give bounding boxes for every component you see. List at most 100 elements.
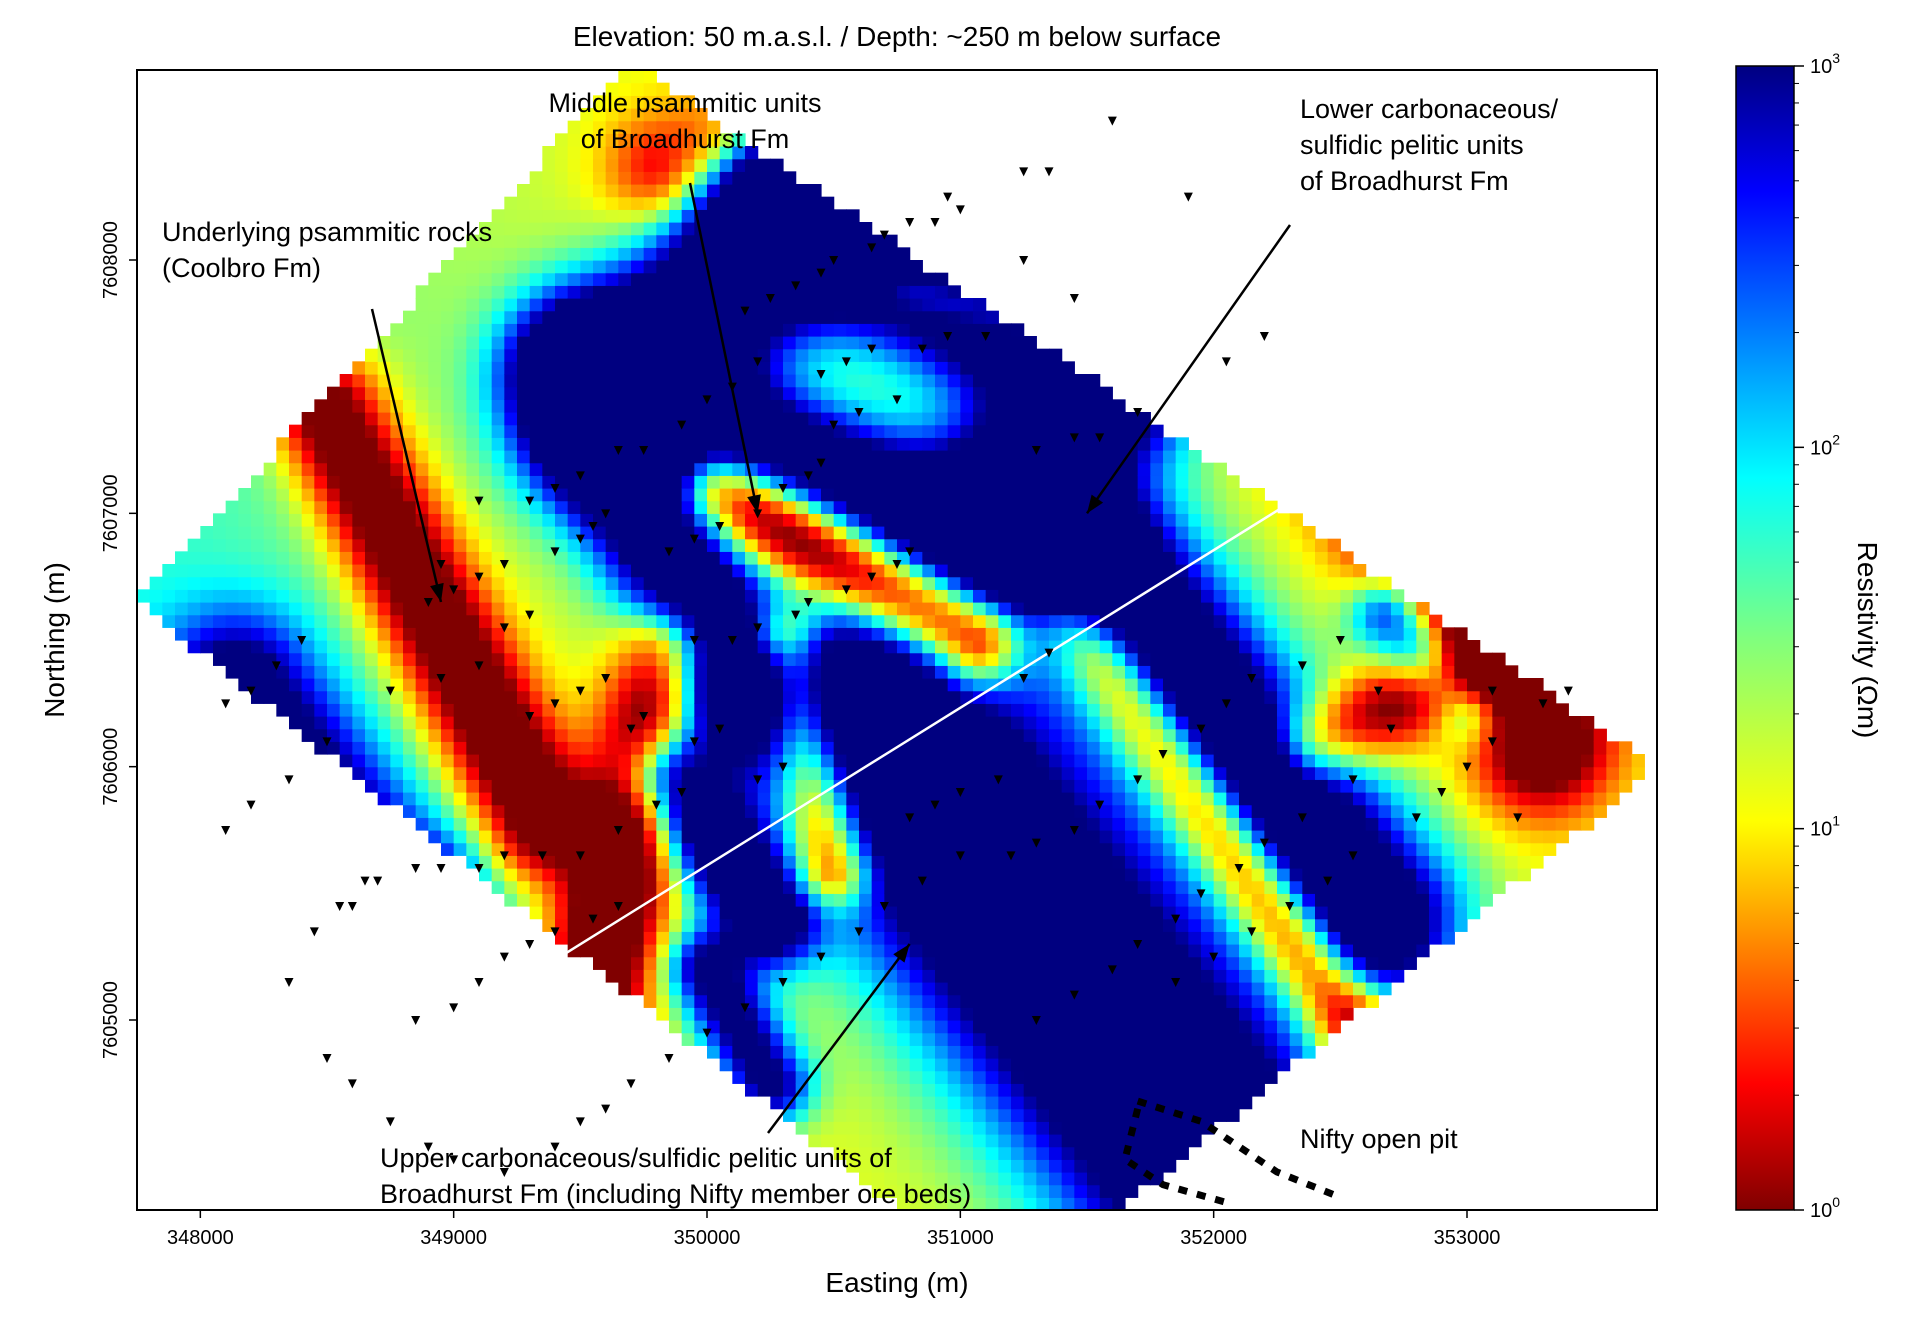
heatmap-cell [517, 754, 531, 768]
heatmap-cell [567, 133, 581, 147]
heatmap-cell [960, 1172, 974, 1186]
heatmap-cell [1239, 893, 1253, 907]
heatmap-cell [1188, 614, 1202, 628]
heatmap-cell [897, 260, 911, 274]
heatmap-cell [732, 1007, 746, 1021]
heatmap-cell [1036, 804, 1050, 818]
heatmap-cell [1150, 1083, 1164, 1097]
heatmap-cell [1087, 462, 1101, 476]
heatmap-cell [884, 716, 898, 730]
heatmap-cell [314, 589, 328, 603]
heatmap-cell [453, 336, 467, 350]
heatmap-cell [567, 374, 581, 388]
heatmap-cell [1264, 716, 1278, 730]
heatmap-cell [1087, 602, 1101, 616]
heatmap-cell [1163, 817, 1177, 831]
heatmap-cell [580, 348, 594, 362]
heatmap-cell [833, 1045, 847, 1059]
heatmap-cell [441, 298, 455, 312]
heatmap-cell [795, 412, 809, 426]
heatmap-cell [225, 500, 239, 514]
heatmap-cell [593, 779, 607, 793]
heatmap-cell [757, 931, 771, 945]
heatmap-cell [998, 348, 1012, 362]
heatmap-cell [1175, 665, 1189, 679]
heatmap-cell [466, 437, 480, 451]
heatmap-cell [441, 526, 455, 540]
heatmap-cell [1163, 716, 1177, 730]
heatmap-cell [732, 741, 746, 755]
heatmap-cell [1036, 1020, 1050, 1034]
heatmap-cell [365, 361, 379, 375]
heatmap-cell [631, 576, 645, 590]
heatmap-cell [1125, 1096, 1139, 1110]
heatmap-cell [897, 1070, 911, 1084]
heatmap-cell [998, 1172, 1012, 1186]
heatmap-cell [770, 399, 784, 413]
heatmap-cell [504, 450, 518, 464]
heatmap-cell [871, 906, 885, 920]
heatmap-cell [973, 931, 987, 945]
heatmap-cell [745, 234, 759, 248]
heatmap-cell [871, 1083, 885, 1097]
heatmap-cell [1036, 614, 1050, 628]
heatmap-cell [719, 576, 733, 590]
heatmap-cell [998, 893, 1012, 907]
heatmap-cell [757, 361, 771, 375]
heatmap-cell [783, 399, 797, 413]
heatmap-cell [415, 361, 429, 375]
heatmap-cell [884, 234, 898, 248]
heatmap-cell [365, 526, 379, 540]
heatmap-cell [365, 602, 379, 616]
heatmap-cell [1125, 741, 1139, 755]
heatmap-cell [1099, 513, 1113, 527]
heatmap-cell [694, 994, 708, 1008]
heatmap-cell [681, 792, 695, 806]
heatmap-cell [1036, 1108, 1050, 1122]
heatmap-cell [1150, 994, 1164, 1008]
heatmap-cell [1175, 703, 1189, 717]
heatmap-cell [504, 665, 518, 679]
heatmap-cell [251, 652, 265, 666]
heatmap-cell [783, 690, 797, 704]
heatmap-cell [846, 868, 860, 882]
heatmap-cell [795, 906, 809, 920]
heatmap-cell [884, 1172, 898, 1186]
heatmap-cell [694, 336, 708, 350]
heatmap-cell [1061, 576, 1075, 590]
heatmap-cell [1049, 462, 1063, 476]
heatmap-cell [377, 728, 391, 742]
heatmap-cell [466, 779, 480, 793]
heatmap-cell [466, 741, 480, 755]
heatmap-cell [681, 855, 695, 869]
heatmap-cell [1011, 1146, 1025, 1160]
heatmap-cell [428, 475, 442, 489]
heatmap-cell [542, 766, 556, 780]
heatmap-cell [1023, 690, 1037, 704]
heatmap-cell [643, 880, 657, 894]
heatmap-cell [327, 450, 341, 464]
heatmap-cell [732, 1058, 746, 1072]
heatmap-cell [1163, 627, 1177, 641]
heatmap-cell [935, 538, 949, 552]
heatmap-cell [707, 500, 721, 514]
heatmap-cell [871, 690, 885, 704]
heatmap-cell [276, 437, 290, 451]
heatmap-cell [808, 716, 822, 730]
heatmap-cell [1049, 526, 1063, 540]
heatmap-cell [567, 272, 581, 286]
heatmap-cell [783, 462, 797, 476]
heatmap-cell [694, 108, 708, 122]
heatmap-cell [1099, 475, 1113, 489]
heatmap-cell [593, 944, 607, 958]
heatmap-cell [517, 665, 531, 679]
heatmap-cell [1201, 462, 1215, 476]
heatmap-cell [1175, 766, 1189, 780]
heatmap-cell [593, 209, 607, 223]
heatmap-cell [453, 412, 467, 426]
heatmap-cell [1011, 1007, 1025, 1021]
heatmap-cell [580, 538, 594, 552]
heatmap-cell [973, 779, 987, 793]
heatmap-cell [707, 475, 721, 489]
heatmap-cell [656, 412, 670, 426]
